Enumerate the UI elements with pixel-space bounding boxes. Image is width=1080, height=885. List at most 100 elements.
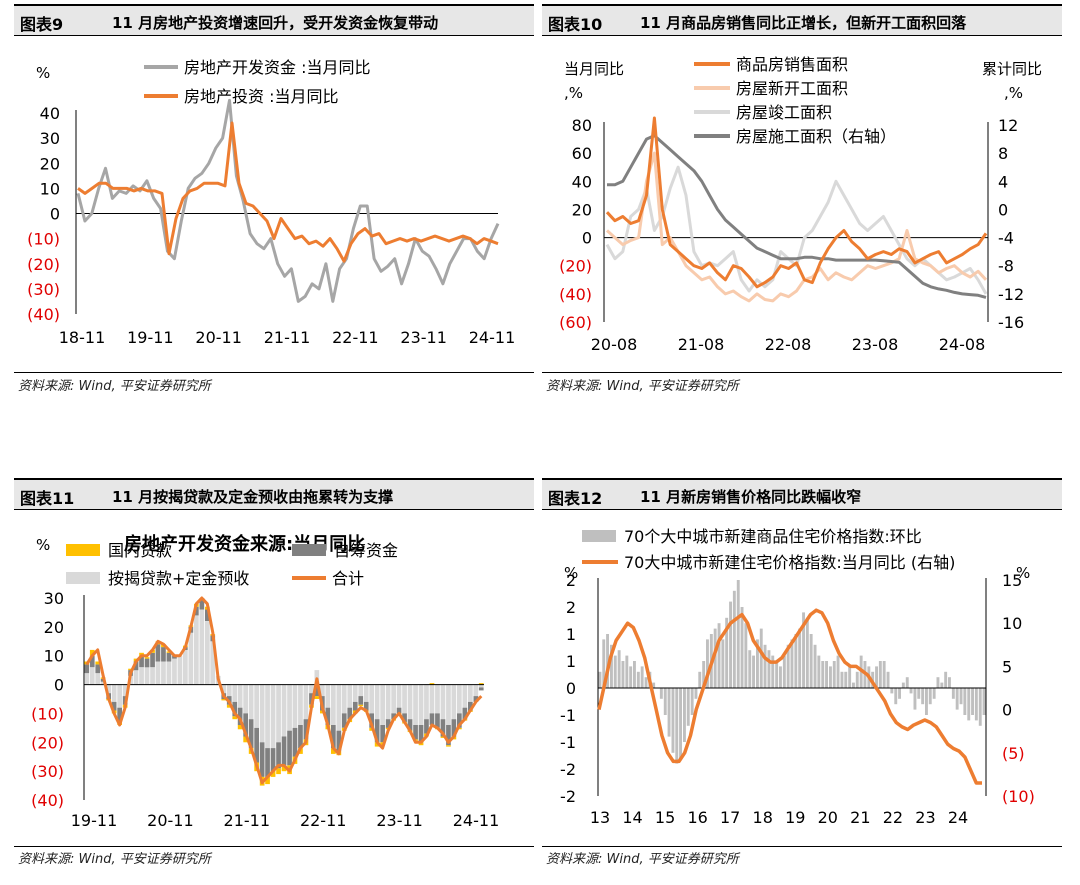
y-tick-label: -2 xyxy=(560,787,576,806)
bar xyxy=(756,639,759,688)
bar xyxy=(683,688,686,742)
stacked-bar-segment xyxy=(385,684,391,720)
y-tick-label: -2 xyxy=(560,760,576,779)
left-unit-label: 当月同比 xyxy=(564,60,624,78)
bar xyxy=(955,688,959,710)
bar xyxy=(852,682,855,688)
bar xyxy=(882,661,886,688)
bar xyxy=(829,666,832,688)
stacked-bar-segment xyxy=(314,670,320,685)
stacked-bar-segment xyxy=(84,664,90,674)
y2-tick-label: (10) xyxy=(1002,787,1035,806)
legend-label: 房地产投资 :当月同比 xyxy=(184,87,338,106)
bar xyxy=(898,688,901,699)
bar xyxy=(675,688,679,764)
stacked-bar-segment xyxy=(451,719,457,737)
y-tick-label: (40) xyxy=(559,285,592,304)
y-tick-label: (40) xyxy=(31,791,64,810)
legend-label: 按揭贷款+定金预收 xyxy=(108,569,249,588)
y-tick-label: 2 xyxy=(566,598,576,617)
legend-swatch xyxy=(582,530,616,542)
right-unit-label: ,% xyxy=(1004,84,1023,102)
y-tick-label: 40 xyxy=(40,104,60,123)
figure-number: 图表10 xyxy=(548,15,603,34)
stacked-bar-segment xyxy=(117,707,122,723)
bar xyxy=(875,666,878,688)
stacked-bar-segment xyxy=(270,771,276,777)
stacked-bar-segment xyxy=(237,725,243,730)
stacked-bar-segment xyxy=(435,713,440,728)
stacked-bar-segment xyxy=(95,661,101,665)
bar xyxy=(928,688,932,705)
stacked-bar-segment xyxy=(462,684,468,708)
chart-panel-12: 图表12 11 月新房销售价格同比跌幅收窄 %% 2 2 1 1 0 -1 -1 -2 -2 15 1… xyxy=(542,478,1062,878)
x-tick-label: 23-11 xyxy=(376,811,423,830)
stacked-bar-segment xyxy=(473,684,479,697)
stacked-bar-segment xyxy=(325,684,331,708)
stacked-bar-segment xyxy=(446,684,451,725)
bar xyxy=(729,601,732,688)
stacked-bar-segment xyxy=(139,655,144,668)
stacked-bar-segment xyxy=(292,684,298,728)
stacked-bar-segment xyxy=(265,684,270,749)
bar xyxy=(744,623,748,688)
stacked-bar-segment xyxy=(226,704,232,708)
stacked-bar-segment xyxy=(276,684,281,743)
stacked-bar-segment xyxy=(232,716,238,720)
y2-tick-label: 4 xyxy=(998,172,1008,191)
y-tick-label: (60) xyxy=(559,313,592,332)
series-line-1 xyxy=(76,98,500,303)
x-tick-label: 24-11 xyxy=(469,328,516,347)
y-tick-label: 40 xyxy=(572,172,592,191)
legend-label: 房屋施工面积（右轴） xyxy=(736,127,896,146)
stacked-bar-segment xyxy=(265,776,270,785)
stacked-bar-segment xyxy=(276,768,281,775)
stacked-bar-segment xyxy=(95,673,101,685)
bar xyxy=(836,655,840,688)
bar xyxy=(905,677,909,688)
bar xyxy=(763,644,767,688)
right-unit-label: % xyxy=(1016,564,1030,582)
left-unit-label: % xyxy=(564,564,578,582)
bar xyxy=(894,688,898,705)
bar xyxy=(940,682,944,688)
bar xyxy=(606,634,609,688)
y-tick-label: 0 xyxy=(54,676,64,695)
stacked-bar-segment xyxy=(281,736,287,766)
x-tick-label: 24-08 xyxy=(939,335,986,354)
stacked-bar-segment xyxy=(457,684,462,714)
bar xyxy=(667,688,671,737)
stacked-bar-segment xyxy=(248,719,254,749)
panel-header: 图表12 11 月新房销售价格同比跌幅收窄 xyxy=(542,478,1062,510)
bar xyxy=(771,655,775,688)
stacked-bar-segment xyxy=(363,684,369,702)
series-line-4 xyxy=(607,134,987,299)
stacked-bar-segment xyxy=(440,736,446,738)
x-tick-label: 20-11 xyxy=(195,328,242,347)
stacked-bar-segment xyxy=(139,667,144,685)
y-tick-label: 1 xyxy=(566,652,576,671)
bar xyxy=(878,661,882,688)
bar xyxy=(901,682,905,688)
stacked-bar-segment xyxy=(429,683,435,685)
stacked-bar-segment xyxy=(221,684,227,694)
stacked-bar-segment xyxy=(161,661,166,685)
y-tick-label: (10) xyxy=(31,704,64,723)
panel-divider xyxy=(542,372,1062,373)
x-tick-label: 23-08 xyxy=(852,335,899,354)
right-unit-label: 累计同比 xyxy=(982,60,1042,78)
bar xyxy=(944,671,948,688)
bar xyxy=(844,671,848,688)
stacked-bar-segment xyxy=(237,684,243,708)
y-tick-label: 60 xyxy=(572,144,592,163)
bar xyxy=(610,644,613,688)
stacked-bar-segment xyxy=(341,713,347,728)
stacked-bar-segment xyxy=(413,684,418,725)
bar xyxy=(794,634,798,688)
legend-label: 国内贷款 xyxy=(108,541,172,560)
stacked-bar-segment xyxy=(100,681,106,685)
stacked-bar-segment xyxy=(133,661,139,671)
stacked-bar-segment xyxy=(298,684,303,725)
panel-divider xyxy=(542,846,1062,847)
stacked-bar-segment xyxy=(166,652,172,662)
